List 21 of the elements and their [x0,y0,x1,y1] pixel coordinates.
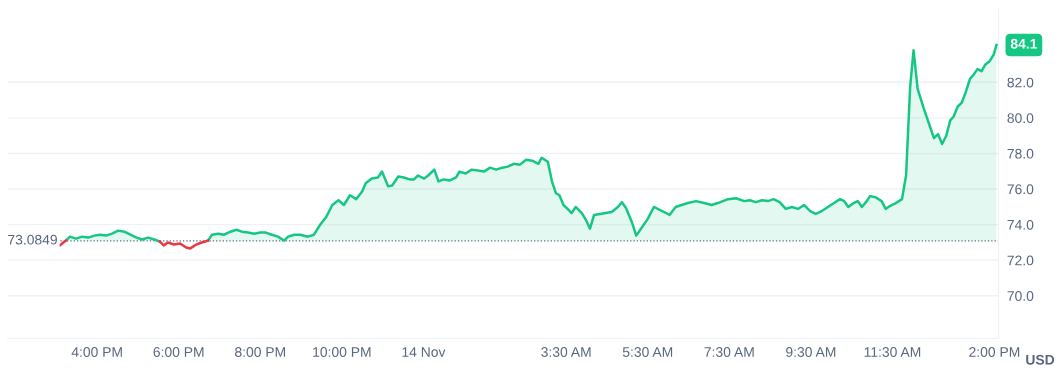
x-tick-label: 11:30 AM [864,347,921,357]
y-tick-label: 76.0 [1007,184,1034,195]
annotation: 84.1 [1010,38,1038,49]
x-tick-label: 9:30 AM [786,347,836,357]
x-tick-label: 5:30 AM [622,347,673,357]
x-tick-label: 6:00 PM [153,347,204,357]
x-tick-label: 10:00 PM [313,347,371,357]
x-tick-label: 7:30 AM [704,347,754,357]
x-tick-label: 2:00 PM [969,347,1020,357]
y-tick-label: 82.0 [1007,77,1034,88]
y-tick-label: 70.0 [1007,291,1034,301]
ref-line-label: 73.0849 [8,234,57,245]
y-tick-label: 80.0 [1007,113,1034,124]
x-tick-label: 4:00 PM [71,347,122,357]
y-tick-label: 72.0 [1007,255,1034,266]
x-tick-label: 8:00 PM [235,347,286,357]
x-tick-label: 3:30 AM [541,347,591,357]
text: USD [1026,354,1055,365]
x-tick-label: 14 Nov [402,347,446,357]
y-tick-label: 74.0 [1007,219,1034,230]
y-tick-label: 78.0 [1007,148,1034,159]
